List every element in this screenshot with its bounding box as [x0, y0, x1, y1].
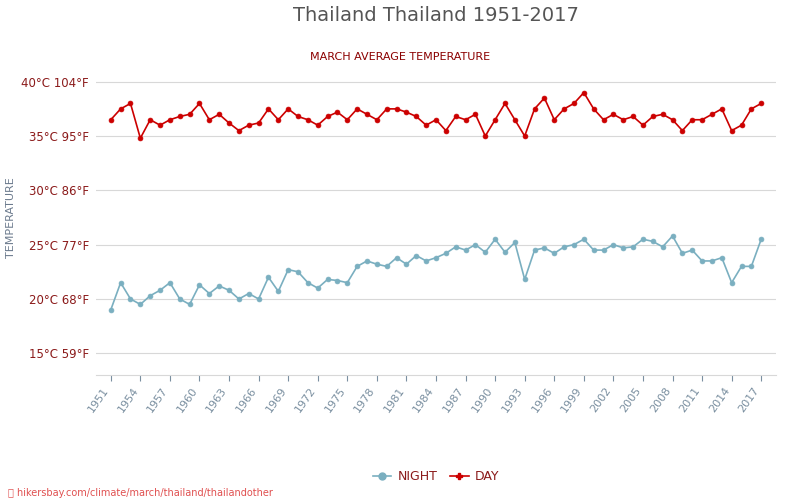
Text: MARCH AVERAGE TEMPERATURE: MARCH AVERAGE TEMPERATURE [310, 52, 490, 62]
Title: Thailand Thailand 1951-2017: Thailand Thailand 1951-2017 [293, 6, 579, 25]
Y-axis label: TEMPERATURE: TEMPERATURE [6, 177, 16, 258]
Legend: NIGHT, DAY: NIGHT, DAY [367, 466, 505, 488]
Text: 📍 hikersbay.com/climate/march/thailand/thailandother: 📍 hikersbay.com/climate/march/thailand/t… [8, 488, 273, 498]
